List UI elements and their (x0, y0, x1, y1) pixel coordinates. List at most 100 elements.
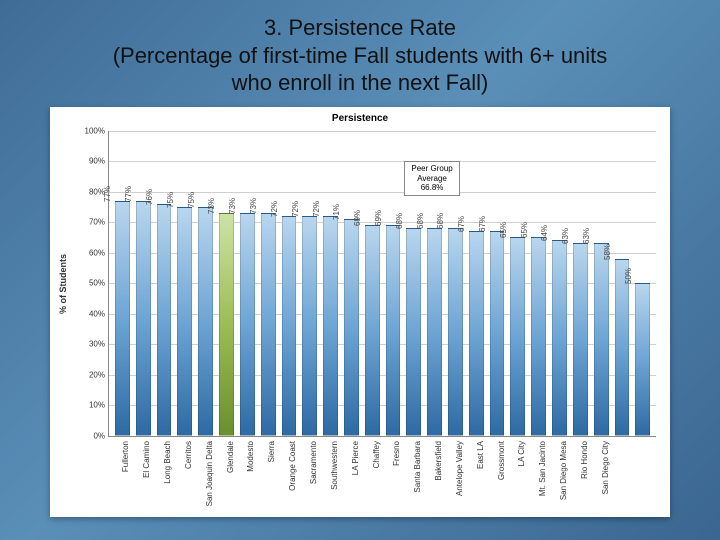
x-tick: East LA (466, 437, 485, 517)
x-tick-label: Southwestern (330, 441, 339, 490)
bar-value-label: 73% (249, 198, 258, 214)
bar-column: 75% (175, 131, 194, 436)
x-tick: Chaffey (362, 437, 381, 517)
x-tick: Modesto (237, 437, 256, 517)
x-tick-label: Modesto (246, 441, 255, 472)
bar-column: 63% (592, 131, 611, 436)
bar-value-label: 67% (478, 216, 487, 232)
y-tick-label: 0% (93, 431, 105, 440)
title-line-2: (Percentage of first-time Fall students … (113, 43, 608, 68)
bar-value-label: 71% (332, 204, 341, 220)
x-tick-label: Cerritos (184, 441, 193, 469)
chart-card: Persistence % of Students 0%10%20%30%40%… (50, 107, 670, 517)
x-tick-label: East LA (476, 441, 485, 469)
x-axis-labels: FullertonEl CaminoLong BeachCerritosSan … (108, 437, 656, 517)
x-tick: San Joaquin Delta (195, 437, 214, 517)
x-tick-label: LA Pierce (351, 441, 360, 475)
x-tick: San Diego Mesa (550, 437, 569, 517)
peer-average-box: Peer Group Average 66.8% (404, 161, 459, 196)
bar: 77% (115, 201, 130, 436)
bar-value-label: 65% (520, 222, 529, 238)
bar-highlight: 73% (219, 213, 234, 436)
bar-column: 72% (321, 131, 340, 436)
title-line-1: 3. Persistence Rate (264, 15, 456, 40)
x-tick-label: San Joaquin Delta (205, 441, 214, 506)
bar-column: 73% (259, 131, 278, 436)
bar-column: 77% (113, 131, 132, 436)
bar-column: 67% (467, 131, 486, 436)
bar-column: 67% (488, 131, 507, 436)
bar-value-label: 68% (436, 213, 445, 229)
bar: 65% (510, 237, 525, 435)
bar: 68% (427, 228, 442, 435)
bar: 58% (615, 259, 630, 436)
bar-value-label: 75% (166, 192, 175, 208)
bar: 50% (635, 283, 650, 436)
bar-column: 65% (508, 131, 527, 436)
bar: 69% (365, 225, 380, 435)
x-tick: Sierra (258, 437, 277, 517)
x-tick: Orange Coast (279, 437, 298, 517)
x-tick-label: San Diego Mesa (559, 441, 568, 500)
x-tick-label: Fresno (392, 441, 401, 466)
x-tick: LA City (508, 437, 527, 517)
x-tick: Antelope Valley (446, 437, 465, 517)
bar: 71% (344, 219, 359, 436)
x-tick: Fresno (383, 437, 402, 517)
bar: 75% (198, 207, 213, 436)
bar: 69% (386, 225, 401, 435)
bar-value-label: 69% (374, 210, 383, 226)
x-tick-label: Fullerton (121, 441, 130, 472)
bar: 64% (552, 240, 567, 435)
x-tick: Glendale (216, 437, 235, 517)
bar: 63% (573, 243, 588, 435)
x-tick: Mt. San Jacinto (529, 437, 548, 517)
x-tick-label: Mt. San Jacinto (538, 441, 547, 496)
bar-value-label: 67% (457, 216, 466, 232)
bar: 72% (282, 216, 297, 436)
bar-value-label: 63% (582, 228, 591, 244)
plot-area: 0%10%20%30%40%50%60%70%80%90%100% 77%77%… (108, 131, 656, 437)
slide: 3. Persistence Rate (Percentage of first… (0, 0, 720, 540)
bar-value-label: 73% (228, 198, 237, 214)
bar-value-label: 63% (561, 228, 570, 244)
bar-value-label: 77% (103, 186, 112, 202)
x-tick-label: Glendale (226, 441, 235, 473)
bar-column: 77% (134, 131, 153, 436)
bar-column: 73% (217, 131, 236, 436)
bar-column: 76% (155, 131, 174, 436)
y-tick-label: 10% (89, 401, 105, 410)
bar: 73% (261, 213, 276, 436)
x-tick: Long Beach (154, 437, 173, 517)
bar-column: 64% (550, 131, 569, 436)
x-tick-label: Rio Hondo (580, 441, 589, 479)
peer-box-line3: 66.8% (411, 183, 452, 193)
slide-title: 3. Persistence Rate (Percentage of first… (40, 14, 680, 97)
bar: 72% (302, 216, 317, 436)
x-tick (612, 437, 631, 517)
x-tick: Bakersfield (425, 437, 444, 517)
bar: 68% (406, 228, 421, 435)
y-tick-label: 100% (85, 126, 105, 135)
x-tick: Southwestern (320, 437, 339, 517)
x-tick-label: Orange Coast (288, 441, 297, 491)
bar: 76% (157, 204, 172, 436)
bar-column: 72% (300, 131, 319, 436)
bar: 75% (177, 207, 192, 436)
bar-column: 63% (571, 131, 590, 436)
chart-title: Persistence (50, 107, 670, 124)
x-tick-label: Bakersfield (434, 441, 443, 481)
x-tick-label: Grossmont (497, 441, 506, 480)
bars-container: 77%77%76%75%75%73%73%73%72%72%72%71%69%6… (109, 131, 656, 436)
x-tick (633, 437, 652, 517)
x-tick: Sacramento (300, 437, 319, 517)
bar-value-label: 75% (187, 192, 196, 208)
bar-value-label: 72% (312, 201, 321, 217)
y-tick-label: 50% (89, 279, 105, 288)
y-tick-label: 40% (89, 309, 105, 318)
x-tick-label: Long Beach (163, 441, 172, 484)
bar-column: 72% (280, 131, 299, 436)
bar-value-label: 69% (353, 210, 362, 226)
bar: 72% (323, 216, 338, 436)
peer-box-line1: Peer Group (411, 164, 452, 174)
